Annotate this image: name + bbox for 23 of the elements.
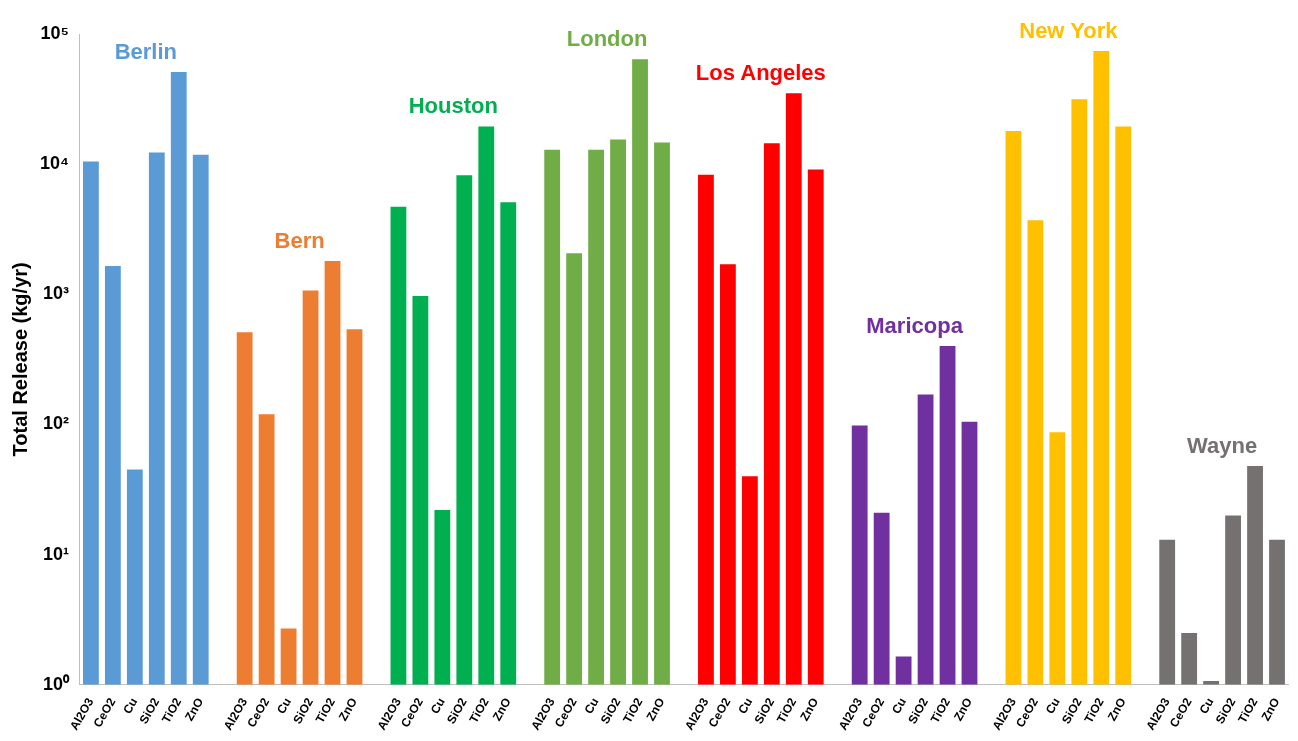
x-tick-label: Cu bbox=[1042, 695, 1063, 717]
y-tick-label: 10⁴ bbox=[39, 153, 69, 174]
series-label: New York bbox=[1019, 18, 1119, 44]
y-tick-label: 10¹ bbox=[42, 543, 69, 564]
series-label: London bbox=[566, 26, 648, 52]
series-label: Los Angeles bbox=[695, 60, 826, 86]
series-label: Maricopa bbox=[866, 313, 964, 339]
x-tick-label: Cu bbox=[1196, 695, 1217, 717]
series-label: Houston bbox=[408, 93, 498, 119]
y-tick-label: 10² bbox=[42, 413, 69, 434]
series-label: Wayne bbox=[1187, 433, 1258, 459]
x-tick-label: Cu bbox=[120, 695, 141, 717]
x-tick-label: Cu bbox=[735, 695, 756, 717]
y-axis-title: Total Release (kg/yr) bbox=[8, 262, 31, 457]
series-label: Bern bbox=[274, 228, 325, 254]
x-tick-label: Cu bbox=[427, 695, 448, 717]
y-tick-label: 10⁵ bbox=[40, 22, 69, 43]
series-label: Berlin bbox=[114, 39, 177, 65]
x-tick-label: Cu bbox=[581, 695, 602, 717]
y-tick-label: 10⁰ bbox=[42, 673, 70, 694]
y-tick-label: 10³ bbox=[42, 283, 69, 304]
x-tick-label: Cu bbox=[273, 695, 295, 717]
x-tick-label: Cu bbox=[888, 695, 910, 717]
